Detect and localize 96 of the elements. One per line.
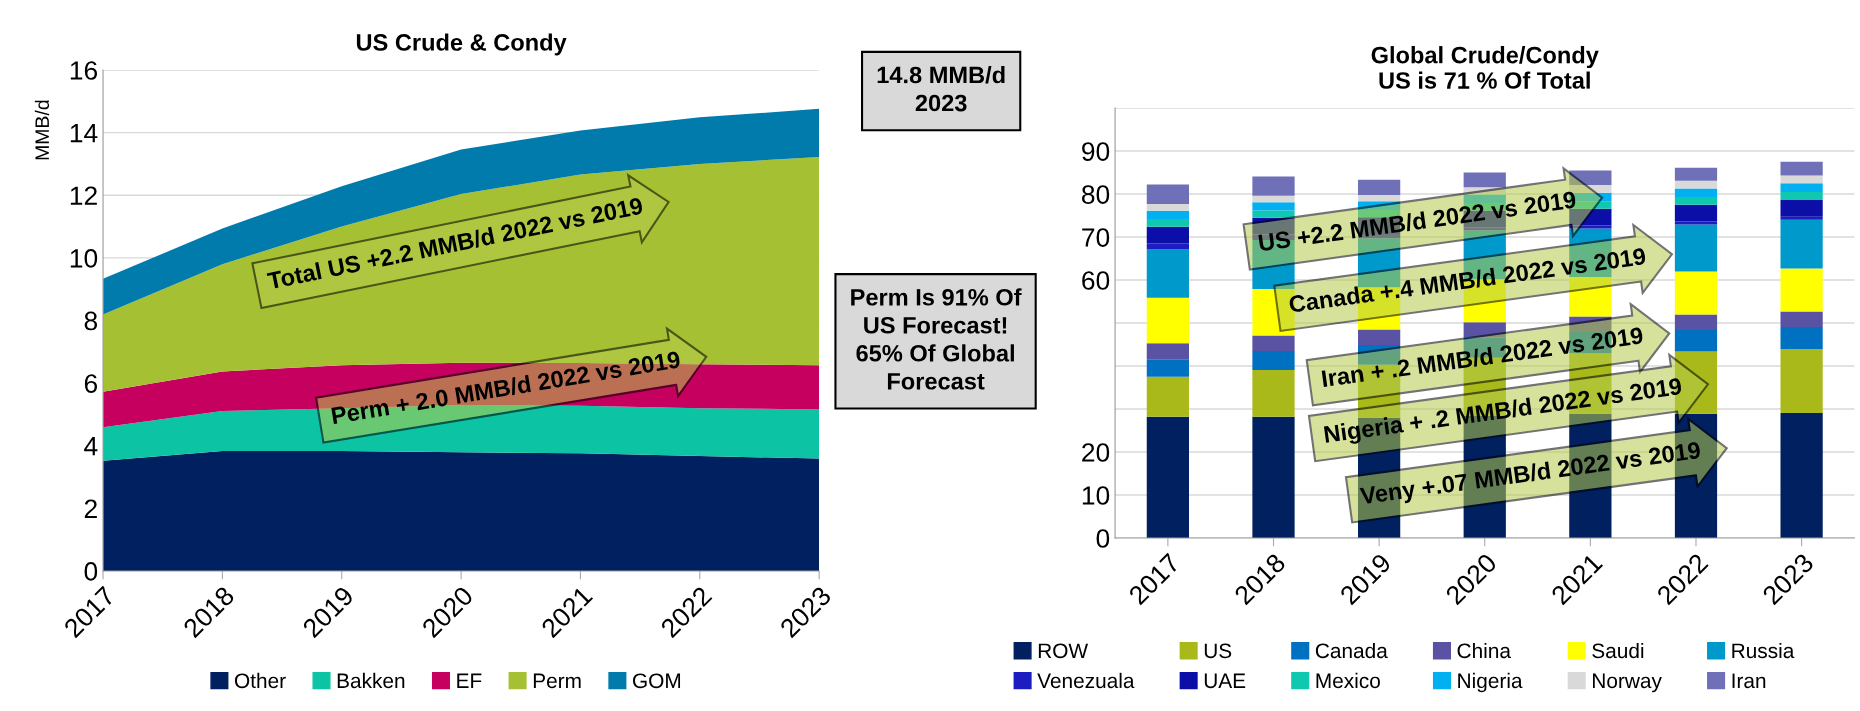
bar <box>1146 203 1190 211</box>
annotation: Veny +.07 MMB/d 2022 vs 2019 <box>1359 440 1702 510</box>
bar <box>1252 416 1295 539</box>
y-axis-title: MMB/d <box>34 100 50 160</box>
bar <box>1252 202 1295 211</box>
bar <box>1674 314 1718 330</box>
bar <box>1780 216 1823 220</box>
y-tick-label: 90 <box>1082 142 1110 161</box>
bar <box>1569 170 1612 186</box>
y-tick-label: 16 <box>70 61 98 80</box>
bar <box>1674 188 1718 198</box>
legend-label: Norway <box>1593 673 1662 693</box>
bar <box>1463 194 1506 204</box>
bar <box>1146 249 1190 298</box>
legend-label: GOM <box>633 673 681 689</box>
legend-label: UAE <box>1204 673 1246 689</box>
legend-label: Other <box>234 672 286 689</box>
bar <box>1674 271 1718 315</box>
bar <box>1780 311 1823 327</box>
bar <box>1780 161 1823 176</box>
bar <box>1146 184 1190 204</box>
legend-label: China <box>1457 642 1511 659</box>
chart-title: US Crude & Condy <box>356 33 567 56</box>
bar <box>1569 277 1612 317</box>
bar <box>1780 268 1823 312</box>
y-tick-label: 0 <box>1096 529 1110 548</box>
bar <box>1358 209 1401 218</box>
legend-label: EF <box>457 673 482 688</box>
y-tick-label: 8 <box>84 311 98 331</box>
bar <box>1463 227 1506 231</box>
bar <box>1146 219 1190 227</box>
y-tick-label: 6 <box>84 374 98 393</box>
bar <box>1252 176 1295 196</box>
bar <box>1358 179 1401 195</box>
y-tick-label: 70 <box>1082 228 1110 247</box>
bar <box>1780 200 1823 217</box>
text: 14.8 MMB/d 2023 <box>877 66 1005 112</box>
annotation: Total US +2.2 MMB/d 2022 vs 2019 <box>266 196 644 290</box>
bar <box>1146 343 1190 360</box>
y-tick-label: 60 <box>1082 271 1110 290</box>
bar <box>1146 210 1190 219</box>
legend-label: Nigeria <box>1458 672 1523 693</box>
bar <box>1146 359 1190 377</box>
bar <box>1674 329 1718 352</box>
bar <box>1569 225 1612 229</box>
y-tick-label: 2 <box>84 499 97 518</box>
bar <box>1674 224 1718 272</box>
legend-label: Perm <box>533 673 581 689</box>
bar <box>1674 204 1718 222</box>
bar <box>1252 195 1295 203</box>
text: Perm Is 91% Of US Forecast! 65% Of Global Forecast <box>851 288 1022 390</box>
bar <box>1146 376 1190 417</box>
bar <box>1674 221 1718 225</box>
bar <box>1674 197 1718 205</box>
bar <box>1780 326 1823 350</box>
bar <box>1569 185 1612 193</box>
legend-label: ROW <box>1038 643 1089 659</box>
bar <box>1674 180 1718 189</box>
bar <box>1780 349 1823 413</box>
bar <box>1252 210 1295 218</box>
y-tick-label: 80 <box>1082 185 1110 204</box>
y-tick-label: 0 <box>84 562 98 581</box>
chart-title: Global Crude/Condy US is 71 % Of Total <box>1371 46 1599 89</box>
bar <box>1252 350 1295 370</box>
bar <box>1146 243 1190 250</box>
bar <box>1780 175 1823 184</box>
bar <box>1780 412 1823 539</box>
y-tick-label: 10 <box>70 249 98 268</box>
bar <box>1146 297 1190 344</box>
bar <box>1780 219 1823 269</box>
bar <box>1358 194 1401 202</box>
legend-label: US <box>1204 643 1232 659</box>
annotation: Perm + 2.0 MMB/d 2022 vs 2019 <box>331 350 681 425</box>
bar <box>1358 201 1401 210</box>
bar <box>1674 167 1718 181</box>
bar <box>1780 183 1823 192</box>
legend-label: Bakken <box>337 672 405 689</box>
legend-label: Venezuala <box>1037 672 1135 689</box>
legend-label: Mexico <box>1316 672 1380 689</box>
y-tick-label: 20 <box>1082 443 1110 462</box>
bar <box>1146 226 1190 244</box>
bar <box>1463 322 1506 338</box>
bar <box>1780 191 1823 201</box>
bar <box>1252 335 1295 351</box>
legend-label: Canada <box>1315 642 1388 659</box>
legend-label: Saudi <box>1592 642 1644 659</box>
bar <box>1463 172 1506 188</box>
legend-label: Iran <box>1732 673 1766 689</box>
bar <box>1146 416 1190 539</box>
y-tick-label: 4 <box>84 437 98 456</box>
y-tick-label: 10 <box>1082 486 1110 505</box>
bar <box>1252 369 1295 417</box>
legend-label: Russia <box>1732 642 1795 659</box>
y-tick-label: 12 <box>70 186 97 205</box>
y-tick-label: 14 <box>70 124 98 143</box>
bar <box>1358 329 1401 345</box>
